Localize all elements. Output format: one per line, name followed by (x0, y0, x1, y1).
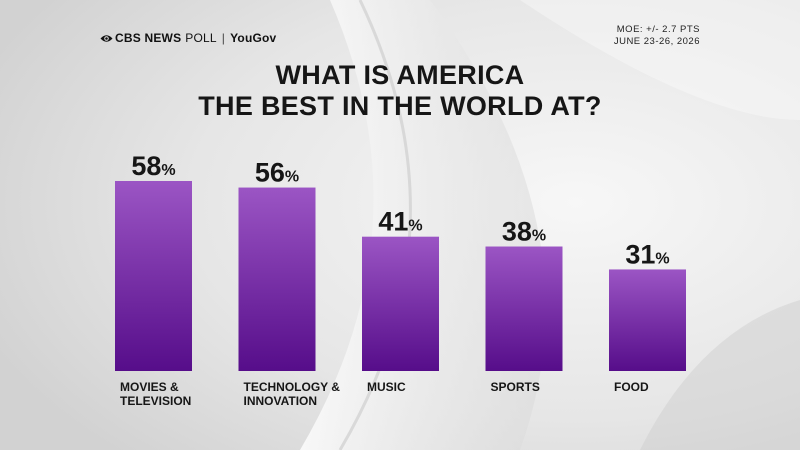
poll-meta: MOE: +/- 2.7 PTS JUNE 23-26, 2026 (614, 24, 700, 48)
category-label-2: MUSIC (367, 380, 406, 394)
category-label-4: FOOD (614, 380, 649, 394)
bar-4 (609, 269, 686, 371)
cbs-eye-logo (100, 34, 113, 42)
chart-title-line-1: WHAT IS AMERICA (275, 60, 525, 90)
category-label-3: SPORTS (491, 380, 540, 394)
margin-of-error: MOE: +/- 2.7 PTS (616, 24, 700, 35)
chart-title: WHAT IS AMERICA THE BEST IN THE WORLD AT… (150, 60, 650, 122)
data-label-4: 31% (625, 239, 669, 269)
brand-lockup: CBS NEWS POLL | YouGov (100, 31, 276, 45)
brand-separator: | (221, 31, 226, 45)
chart-title-line-2: THE BEST IN THE WORLD AT? (198, 91, 602, 121)
data-label-1: 56% (255, 158, 299, 188)
bar-3 (485, 246, 563, 371)
bar-0 (115, 180, 192, 371)
brand-cbs-news: CBS NEWS (115, 31, 182, 45)
data-label-0: 58% (131, 151, 175, 181)
category-label-1: TECHNOLOGY & INNOVATION (244, 380, 341, 408)
bar-1 (238, 187, 316, 371)
data-label-2: 41% (378, 207, 422, 237)
category-label-0: MOVIES & TELEVISION (120, 380, 191, 408)
brand-poll: POLL (185, 31, 217, 45)
bar-2 (362, 236, 439, 371)
brand-yougov: YouGov (230, 31, 277, 45)
poll-dates: JUNE 23-26, 2026 (613, 36, 700, 47)
data-label-3: 38% (502, 217, 546, 247)
